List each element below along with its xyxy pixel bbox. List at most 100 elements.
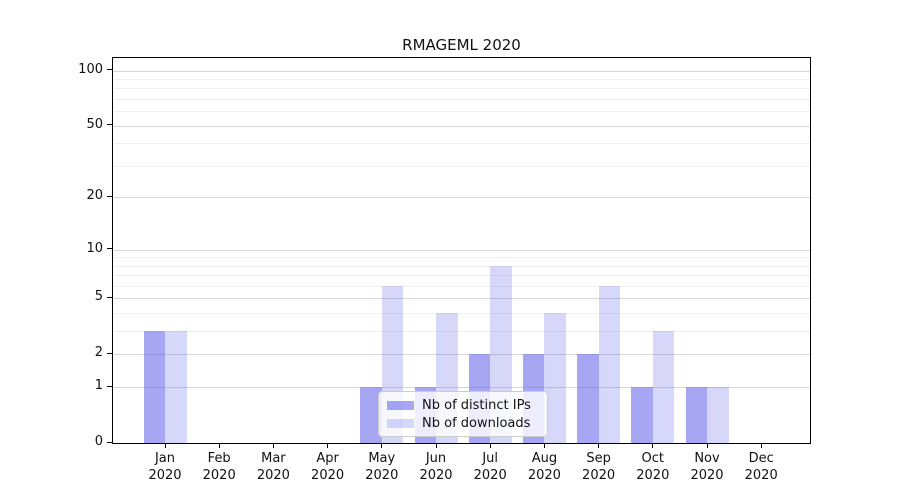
y-tick-label-2: 2 [94, 345, 103, 361]
x-tick-month: Sep [586, 451, 611, 466]
legend-item-downloads: Nb of downloads [387, 415, 538, 431]
grid-layer [113, 58, 810, 443]
x-tick-label-apr: Apr 2020 [293, 450, 363, 484]
x-tick-month: Jun [425, 451, 447, 466]
x-tick-label-sep: Sep 2020 [564, 450, 634, 484]
x-tick-year: 2020 [690, 468, 724, 483]
x-tick-year: 2020 [365, 468, 399, 483]
legend: Nb of distinct IPs Nb of downloads [378, 391, 548, 437]
x-tick-oct [652, 443, 654, 448]
gridline-minor-8 [113, 265, 810, 267]
x-tick-year: 2020 [148, 468, 182, 483]
legend-label-distinct-ips: Nb of distinct IPs [422, 397, 531, 413]
bar-downloads-aug [544, 313, 566, 443]
gridline-major-10 [113, 249, 810, 251]
x-tick-jul [489, 443, 491, 448]
bar-distinct-ips-sep [577, 354, 599, 443]
bar-distinct-ips-jan [143, 331, 165, 443]
bar-distinct-ips-may [360, 387, 382, 443]
bar-downloads-jan [165, 331, 187, 443]
gridline-minor-6 [113, 286, 810, 287]
x-tick-label-oct: Oct 2020 [618, 450, 688, 484]
x-tick-label-jul: Jul 2020 [455, 450, 525, 484]
gridline-minor-80 [113, 88, 810, 90]
y-tick-2 [107, 352, 112, 354]
x-tick-dec [760, 443, 762, 448]
x-tick-month: Apr [316, 451, 339, 466]
y-tick-label-10: 10 [86, 240, 103, 256]
gridline-major-100 [113, 70, 810, 72]
legend-swatch-downloads [387, 418, 414, 428]
x-tick-month: Feb [207, 451, 231, 466]
gridline-minor-3 [113, 331, 810, 333]
x-tick-year: 2020 [419, 468, 453, 483]
y-tick-0 [107, 441, 112, 443]
x-tick-month: May [368, 451, 396, 466]
x-tick-label-may: May 2020 [347, 450, 417, 484]
y-tick-50 [107, 124, 112, 126]
bar-downloads-nov [707, 387, 729, 443]
y-tick-1 [107, 385, 112, 387]
gridline-major-1 [113, 387, 810, 389]
x-tick-month: Nov [694, 451, 720, 466]
chart-title: RMAGEML 2020 [402, 36, 521, 54]
y-tick-10 [107, 248, 112, 250]
y-tick-label-5: 5 [94, 289, 103, 305]
x-tick-label-mar: Mar 2020 [238, 450, 308, 484]
x-tick-month: Oct [641, 451, 665, 466]
x-tick-label-feb: Feb 2020 [184, 450, 254, 484]
bar-distinct-ips-nov [685, 387, 707, 443]
x-tick-year: 2020 [311, 468, 345, 483]
x-tick-year: 2020 [256, 468, 290, 483]
x-tick-mar [272, 443, 275, 448]
gridline-minor-70 [113, 99, 810, 100]
gridline-minor-90 [113, 79, 810, 80]
x-tick-year: 2020 [202, 468, 236, 483]
x-tick-month: Aug [531, 451, 558, 466]
legend-item-distinct-ips: Nb of distinct IPs [387, 397, 538, 413]
gridline-minor-7 [113, 275, 810, 277]
x-tick-apr [327, 443, 329, 448]
plot-area: Nb of distinct IPs Nb of downloads [112, 57, 811, 444]
x-tick-month: Jul [482, 451, 499, 466]
gridline-major-5 [113, 298, 810, 300]
y-tick-label-0: 0 [94, 434, 103, 449]
x-tick-label-nov: Nov 2020 [672, 450, 742, 484]
gridline-major-2 [113, 354, 810, 356]
y-tick-label-1: 1 [94, 378, 103, 394]
x-tick-feb [218, 443, 220, 448]
x-tick-label-aug: Aug 2020 [509, 450, 579, 484]
x-tick-label-dec: Dec 2020 [726, 450, 796, 484]
x-tick-sep [598, 443, 600, 448]
legend-swatch-distinct-ips [387, 400, 414, 410]
x-tick-year: 2020 [527, 468, 561, 483]
x-tick-may [381, 443, 383, 448]
x-tick-month: Dec [748, 451, 774, 466]
x-tick-month: Jan [154, 451, 176, 466]
gridline-minor-40 [113, 143, 810, 145]
bar-distinct-ips-oct [631, 387, 653, 443]
legend-label-downloads: Nb of downloads [422, 415, 531, 431]
y-tick-label-50: 50 [86, 116, 103, 132]
gridline-major-50 [113, 125, 810, 127]
x-tick-jun [435, 443, 437, 448]
bar-downloads-sep [598, 286, 621, 443]
x-tick-month: Mar [261, 451, 286, 466]
gridline-minor-9 [113, 257, 810, 259]
y-tick-label-100: 100 [78, 61, 103, 77]
x-tick-year: 2020 [744, 468, 778, 483]
x-tick-label-jan: Jan 2020 [130, 450, 200, 484]
x-tick-year: 2020 [636, 468, 670, 483]
x-tick-jan [164, 443, 166, 448]
x-tick-year: 2020 [473, 468, 507, 483]
y-tick-label-20: 20 [86, 188, 103, 204]
gridline-minor-60 [113, 111, 810, 113]
x-tick-nov [706, 443, 708, 448]
gridline-minor-30 [113, 165, 810, 167]
x-tick-label-jun: Jun 2020 [401, 450, 471, 484]
y-tick-5 [107, 296, 112, 299]
bar-downloads-oct [652, 331, 675, 443]
